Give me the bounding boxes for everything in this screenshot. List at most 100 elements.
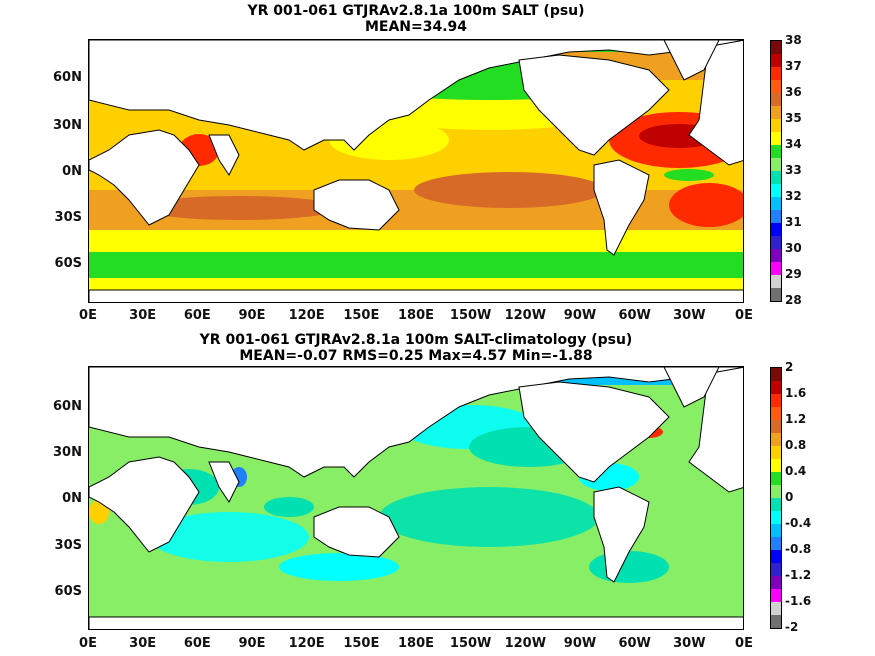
panel1-xlabel-10: 60W <box>618 308 651 323</box>
panel2-colorbar-label: -1.6 <box>785 594 812 608</box>
panel1-map <box>88 39 744 303</box>
panel2-ylabel-60n: 60N <box>53 399 82 414</box>
panel2-colorbar-label: -2 <box>785 620 799 634</box>
panel1-colorbar-swatch <box>771 54 781 67</box>
panel2-map <box>88 366 744 630</box>
panel1-colorbar-label: 30 <box>785 241 802 255</box>
panel2-title-line1: YR 001-061 GTJRAv2.8.1a 100m SALT-climat… <box>199 332 633 348</box>
panel2-colorbar-swatch <box>771 381 781 394</box>
panel2-xlabel-0: 0E <box>79 636 97 651</box>
panel2-xlabel-3: 90E <box>238 636 266 651</box>
panel1-colorbar-swatch <box>771 41 781 54</box>
panel2-colorbar-label: -1.2 <box>785 568 812 582</box>
panel2-colorbar-label: 0.4 <box>785 464 807 478</box>
panel1-xlabel-11: 30W <box>673 308 706 323</box>
panel2-colorbar-swatch <box>771 459 781 472</box>
panel2-colorbar-swatch <box>771 394 781 407</box>
panel2-colorbar <box>770 367 782 629</box>
panel1-colorbar-swatch <box>771 262 781 275</box>
panel2-xlabel-6: 180E <box>397 636 435 651</box>
panel2-colorbar-label: 0 <box>785 490 794 504</box>
panel2-colorbar-label: 1.2 <box>785 412 807 426</box>
panel1-colorbar-swatch <box>771 106 781 119</box>
panel2-colorbar-swatch <box>771 485 781 498</box>
panel1-xlabel-7: 150W <box>449 308 492 323</box>
panel1-colorbar-swatch <box>771 132 781 145</box>
panel1-colorbar-swatch <box>771 93 781 106</box>
panel1-colorbar-label: 32 <box>785 189 802 203</box>
panel2-colorbar-swatch <box>771 589 781 602</box>
panel1-colorbar <box>770 40 782 302</box>
panel1-colorbar-label: 38 <box>785 33 802 47</box>
panel2-title: YR 001-061 GTJRAv2.8.1a 100m SALT-climat… <box>88 332 744 364</box>
panel1-xlabel-8: 120W <box>504 308 547 323</box>
panel2-xlabel-5: 150E <box>343 636 380 651</box>
panel2-colorbar-swatch <box>771 472 781 485</box>
panel2-xlabel-1: 30E <box>129 636 157 651</box>
panel1-colorbar-label: 34 <box>785 137 802 151</box>
panel1-xlabel-3: 90E <box>238 308 266 323</box>
panel2-colorbar-swatch <box>771 407 781 420</box>
panel1-colorbar-label: 35 <box>785 111 802 125</box>
panel1-colorbar-label: 28 <box>785 293 802 307</box>
panel2-colorbar-label: 1.6 <box>785 386 807 400</box>
panel2-colorbar-swatch <box>771 537 781 550</box>
panel2-colorbar-swatch <box>771 550 781 563</box>
panel1-ylabel-30s: 30S <box>54 210 82 225</box>
panel2-title-line2: MEAN=-0.07 RMS=0.25 Max=4.57 Min=-1.88 <box>239 348 593 364</box>
panel2-colorbar-swatch <box>771 420 781 433</box>
panel2-xlabel-12: 0E <box>735 636 753 651</box>
panel2-colorbar-swatch <box>771 498 781 511</box>
panel1-colorbar-swatch <box>771 171 781 184</box>
panel1-ylabel-60s: 60S <box>54 256 82 271</box>
panel2-colorbar-label: -0.8 <box>785 542 812 556</box>
panel2-colorbar-swatch <box>771 563 781 576</box>
panel1-xlabel-1: 30E <box>129 308 157 323</box>
panel2-ylabel-30n: 30N <box>53 445 82 460</box>
panel2-anomaly-field <box>89 367 743 629</box>
panel2-colorbar-swatch <box>771 446 781 459</box>
panel2-xlabel-2: 60E <box>183 636 211 651</box>
panel2-xlabel-7: 150W <box>449 636 492 651</box>
panel1-salinity-field <box>89 40 743 302</box>
panel1-colorbar-swatch <box>771 288 781 301</box>
panel2-colorbar-swatch <box>771 615 781 628</box>
panel1-xlabel-2: 60E <box>183 308 211 323</box>
panel1-ylabel-30n: 30N <box>53 118 82 133</box>
panel1-title: YR 001-061 GTJRAv2.8.1a 100m SALT (psu) … <box>88 3 744 35</box>
panel2-xlabel-4: 120E <box>288 636 325 651</box>
panel2-ylabel-30s: 30S <box>54 538 82 553</box>
panel1-colorbar-swatch <box>771 275 781 288</box>
panel1-colorbar-swatch <box>771 158 781 171</box>
panel2-xlabel-11: 30W <box>673 636 706 651</box>
panel1-xlabel-12: 0E <box>735 308 753 323</box>
panel2-ylabel-60s: 60S <box>54 584 82 599</box>
panel1-xlabel-4: 120E <box>288 308 325 323</box>
panel1-colorbar-label: 29 <box>785 267 802 281</box>
panel1-colorbar-swatch <box>771 145 781 158</box>
panel1-title-line2: MEAN=34.94 <box>364 19 468 35</box>
panel2-colorbar-swatch <box>771 602 781 615</box>
panel2-xlabel-9: 90W <box>563 636 597 651</box>
panel1-colorbar-swatch <box>771 236 781 249</box>
panel1-colorbar-label: 31 <box>785 215 802 229</box>
panel1-xlabel-9: 90W <box>563 308 597 323</box>
panel1-colorbar-swatch <box>771 67 781 80</box>
panel1-title-line1: YR 001-061 GTJRAv2.8.1a 100m SALT (psu) <box>247 3 585 19</box>
panel1-colorbar-swatch <box>771 223 781 236</box>
panel2-xlabel-10: 60W <box>618 636 651 651</box>
panel1-ylabel-60n: 60N <box>53 70 82 85</box>
panel2-colorbar-swatch <box>771 368 781 381</box>
panel2-ylabel-0n: 0N <box>62 491 82 506</box>
panel2-colorbar-swatch <box>771 433 781 446</box>
panel2-colorbar-swatch <box>771 524 781 537</box>
panel1-colorbar-label: 36 <box>785 85 802 99</box>
panel2-colorbar-label: 2 <box>785 360 794 374</box>
panel1-xlabel-5: 150E <box>343 308 380 323</box>
panel1-colorbar-swatch <box>771 184 781 197</box>
panel1-ylabel-0n: 0N <box>62 164 82 179</box>
panel1-xlabel-6: 180E <box>397 308 435 323</box>
panel2-colorbar-label: 0.8 <box>785 438 807 452</box>
panel1-colorbar-swatch <box>771 119 781 132</box>
panel1-colorbar-swatch <box>771 80 781 93</box>
